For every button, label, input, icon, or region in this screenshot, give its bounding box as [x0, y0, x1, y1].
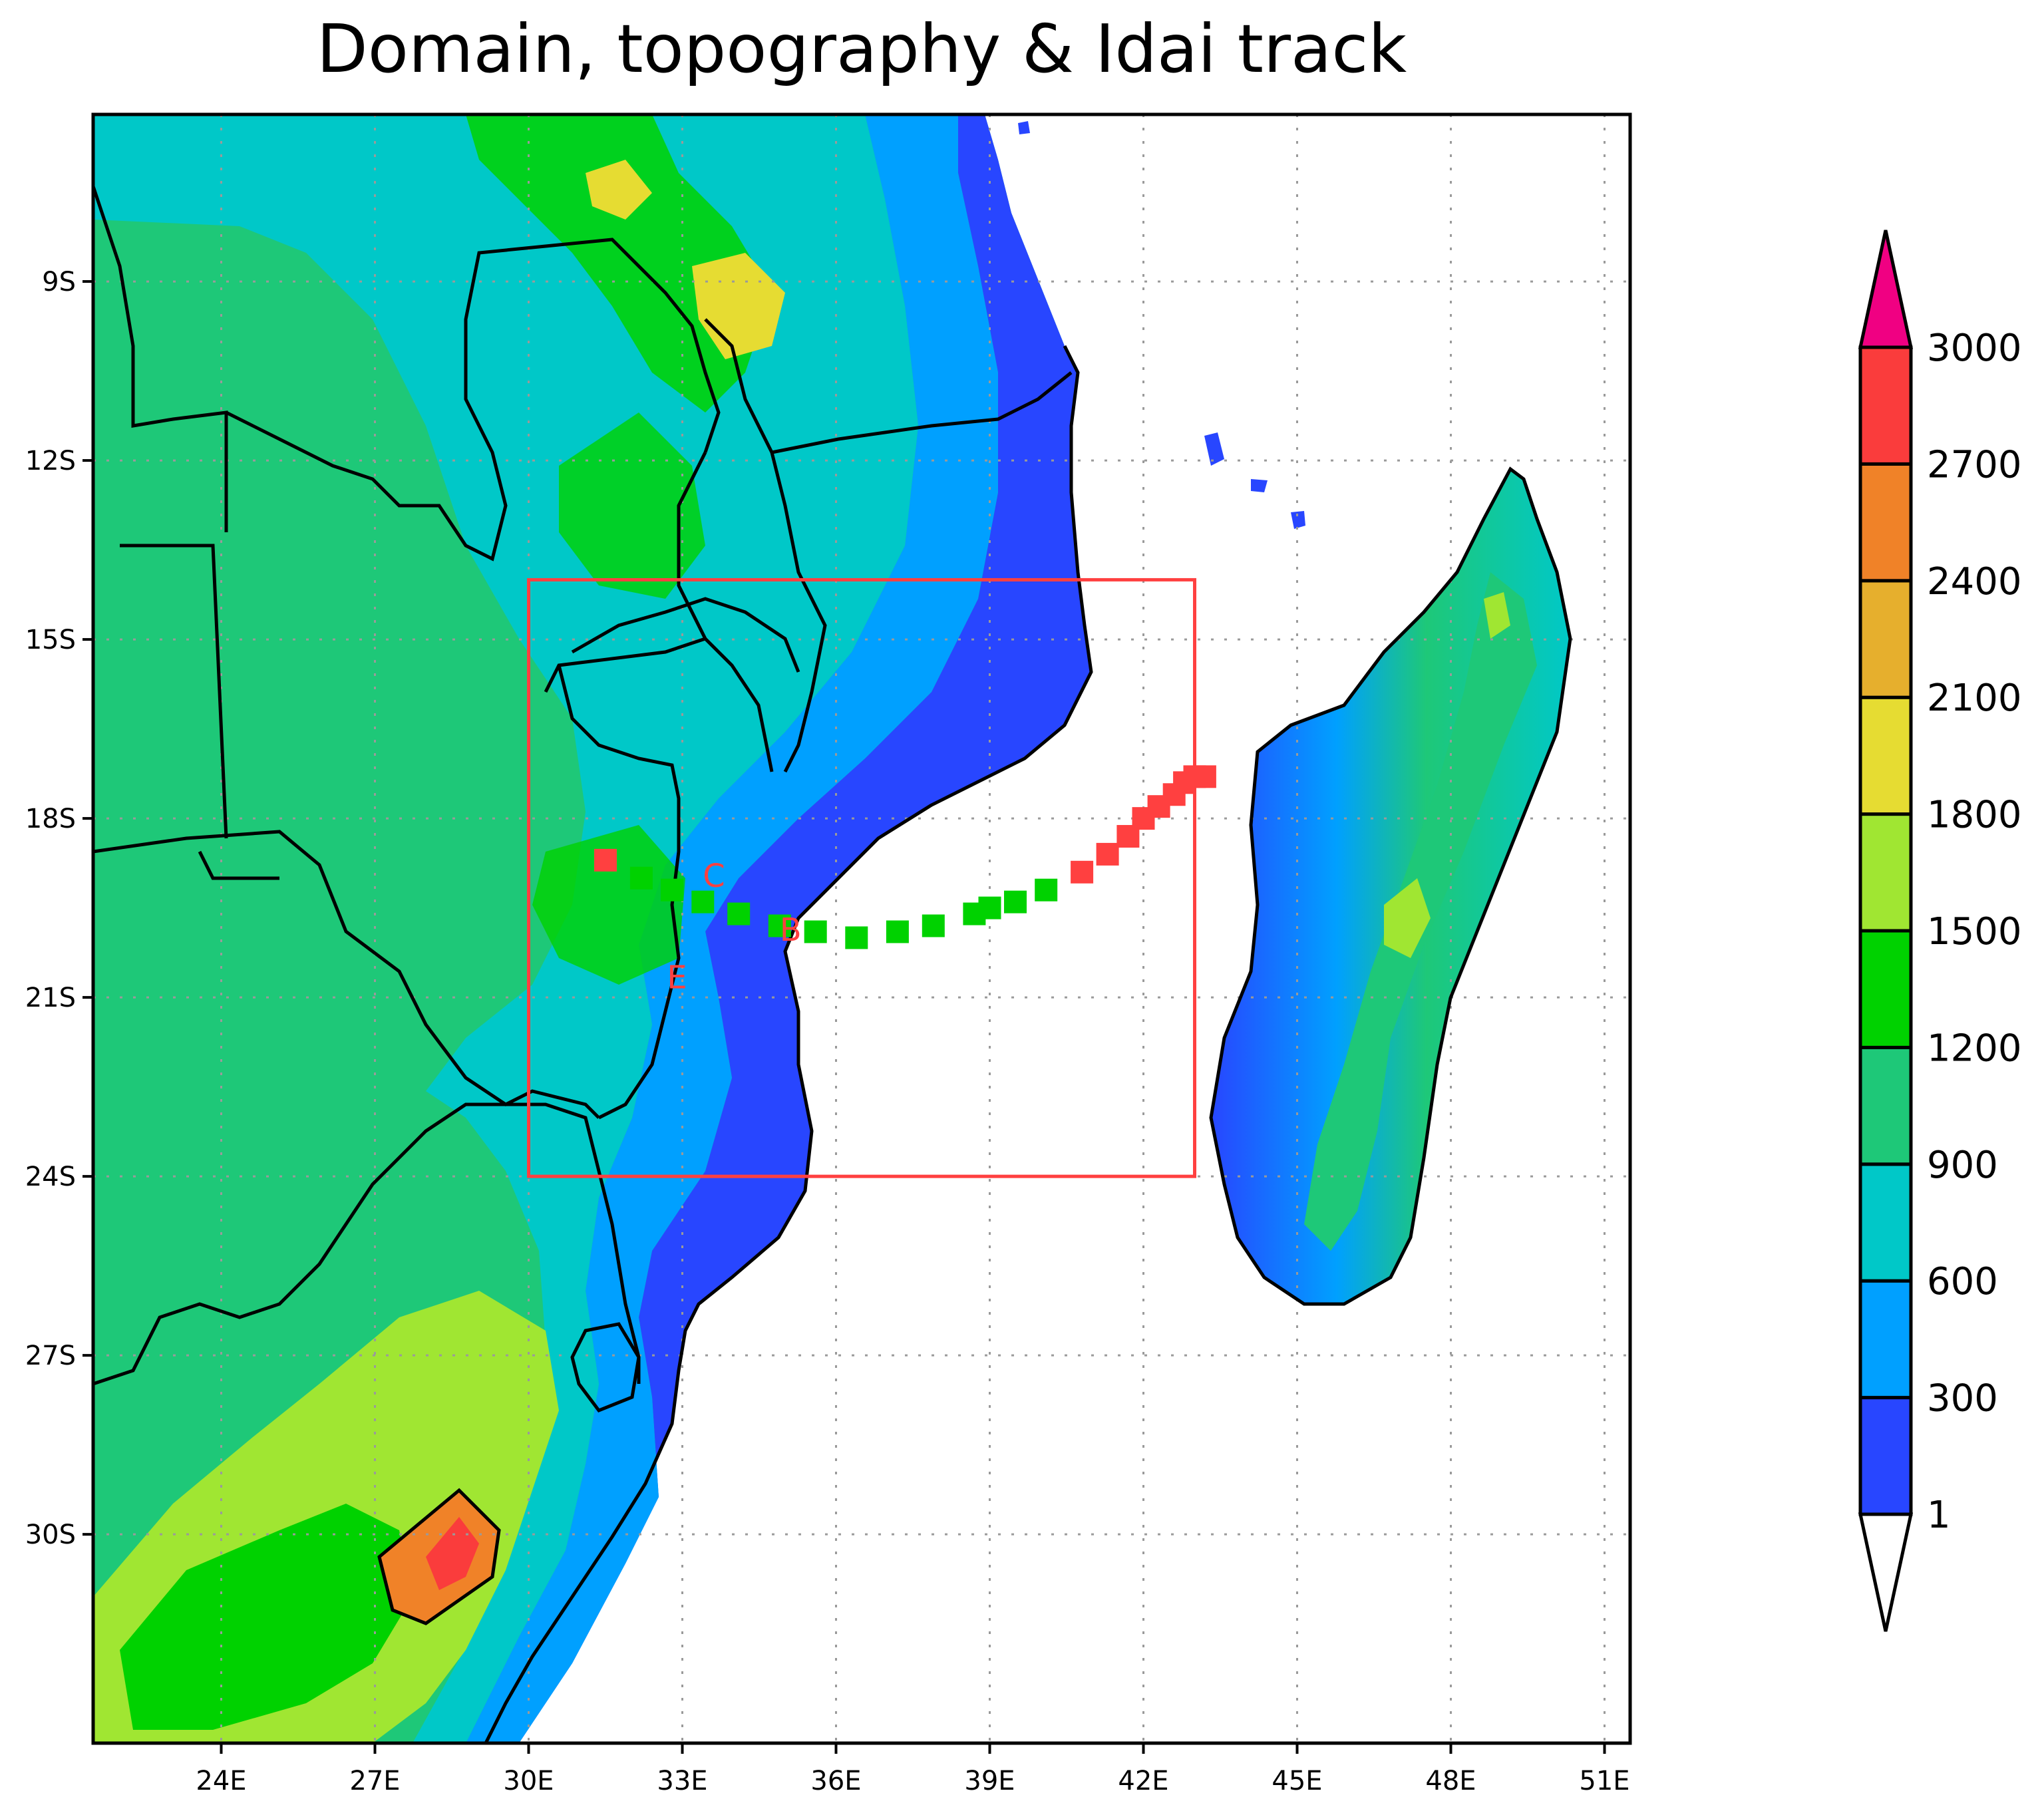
x-tick-label: 24E: [196, 1766, 246, 1796]
track-letter-b: B: [780, 911, 802, 949]
track-point: [691, 890, 715, 913]
y-tick-label: 30S: [25, 1520, 76, 1550]
x-tick-label: 48E: [1425, 1766, 1476, 1796]
border-africa-coast: [484, 345, 1093, 1743]
ruwenzori-yellow: [586, 160, 652, 220]
border-tanzania-mozambique: [771, 371, 1073, 454]
country-borders: [93, 186, 1572, 1743]
track-letter-c: C: [703, 858, 725, 895]
figure-title: Domain, topography & Idai track: [317, 10, 1407, 88]
colorbar-label: 3000: [1927, 327, 2022, 370]
comoros-island-3: [1291, 511, 1305, 529]
track-point: [594, 848, 617, 872]
colorbar-box: [1858, 812, 1913, 933]
colorbar-box: [1858, 579, 1913, 699]
madagascar-ankaratra: [1384, 878, 1431, 958]
colorbar-box: [1858, 695, 1913, 816]
border-malawi: [704, 318, 827, 773]
x-tick-label: 36E: [810, 1766, 861, 1796]
simulation-domain-box: [527, 577, 1196, 1178]
madagascar-tsaratanana: [1484, 592, 1510, 639]
track-point: [845, 926, 868, 949]
border-eswatini: [570, 1322, 641, 1413]
track-point: [1116, 825, 1140, 848]
y-tick-label: 15S: [25, 625, 76, 655]
y-tick-label: 24S: [25, 1162, 76, 1192]
track-point: [963, 902, 986, 925]
colorbar-under-triangle: [1858, 1512, 1914, 1632]
border-botswana: [120, 544, 279, 880]
track-point: [768, 914, 791, 937]
colorbar-label: 1200: [1927, 1027, 2022, 1070]
comoros-island-2: [1251, 479, 1268, 492]
colorbar: 1 300 600 900 1200 1500 1800 2100 2400 2700 3000: [1858, 230, 2022, 1632]
northern-yellow-highlands: [692, 253, 785, 359]
track-point: [804, 920, 827, 943]
mid-lowland: [466, 114, 998, 1743]
colorbar-box: [1858, 1279, 1913, 1400]
track-point: [922, 914, 945, 937]
x-tick-label: 33E: [657, 1766, 707, 1796]
y-tick-label: 12S: [25, 446, 76, 476]
y-axis: 9S 12S 15S 18S 21S 24S 27S 30S: [25, 267, 93, 1550]
colorbar-label: 1800: [1927, 794, 2022, 837]
colorbar-over-triangle: [1858, 230, 1914, 349]
border-zambia-malawi-lake: [544, 637, 706, 693]
x-tick-label: 42E: [1118, 1766, 1168, 1796]
colorbar-label: 2100: [1927, 677, 2022, 720]
track-point: [1004, 890, 1027, 913]
comoros-island-1: [1204, 432, 1224, 466]
y-tick-label: 18S: [25, 804, 76, 834]
track-point: [727, 902, 751, 925]
track-point: [886, 920, 909, 943]
track-letter-e: E: [667, 959, 687, 997]
colorbar-label: 900: [1927, 1144, 1998, 1187]
x-tick-label: 45E: [1272, 1766, 1322, 1796]
border-mozambique-zimbabwe: [557, 665, 681, 1120]
x-tick-label: 39E: [964, 1766, 1015, 1796]
x-axis: 24E 27E 30E 33E 36E 39E 42E 45E 48E 51E: [196, 1743, 1630, 1796]
comoros-island-4: [1018, 121, 1030, 134]
x-tick-label: 27E: [349, 1766, 400, 1796]
border-zambezi-west: [93, 830, 600, 1119]
colorbar-box: [1858, 1162, 1913, 1283]
y-tick-label: 9S: [42, 267, 76, 297]
plot-frame: [91, 112, 1632, 1745]
colorbar-box: [1858, 1396, 1913, 1516]
border-zambia-zimbabwe: [571, 597, 800, 673]
colorbar-label: 2400: [1927, 560, 2022, 603]
y-tick-label: 27S: [25, 1341, 76, 1371]
central-highlands: [559, 412, 705, 599]
foothill-band: [93, 114, 918, 1743]
track-point: [661, 878, 684, 902]
x-tick-label: 51E: [1579, 1766, 1629, 1796]
border-south-africa-north: [93, 1102, 506, 1386]
map-plot-area: C B E: [93, 114, 1630, 1743]
colorbar-label: 300: [1927, 1377, 1998, 1420]
colorbar-box: [1858, 345, 1913, 466]
drakensberg-green: [120, 1504, 413, 1730]
zimbabwe-plateau: [532, 825, 685, 985]
idai-track: [594, 765, 1216, 949]
colorbar-label: 600: [1927, 1260, 1998, 1303]
border-zambia-north: [225, 238, 721, 562]
track-point: [1035, 878, 1058, 902]
colorbar-box: [1858, 462, 1913, 583]
track-point: [1096, 842, 1119, 866]
track-point: [1071, 860, 1094, 884]
colorbar-label: 2700: [1927, 443, 2022, 486]
y-tick-label: 21S: [25, 983, 76, 1013]
border-lesotho: [377, 1488, 501, 1625]
colorbar-label: 1500: [1927, 910, 2022, 953]
track-point: [629, 866, 653, 890]
x-tick-label: 30E: [503, 1766, 554, 1796]
border-drc-angola: [93, 186, 228, 532]
colorbar-label: 1: [1927, 1494, 1951, 1537]
border-madagascar-coast: [1209, 466, 1572, 1306]
colorbar-box: [1858, 1045, 1913, 1166]
colorbar-box: [1858, 929, 1913, 1049]
border-limpopo: [506, 1102, 641, 1384]
